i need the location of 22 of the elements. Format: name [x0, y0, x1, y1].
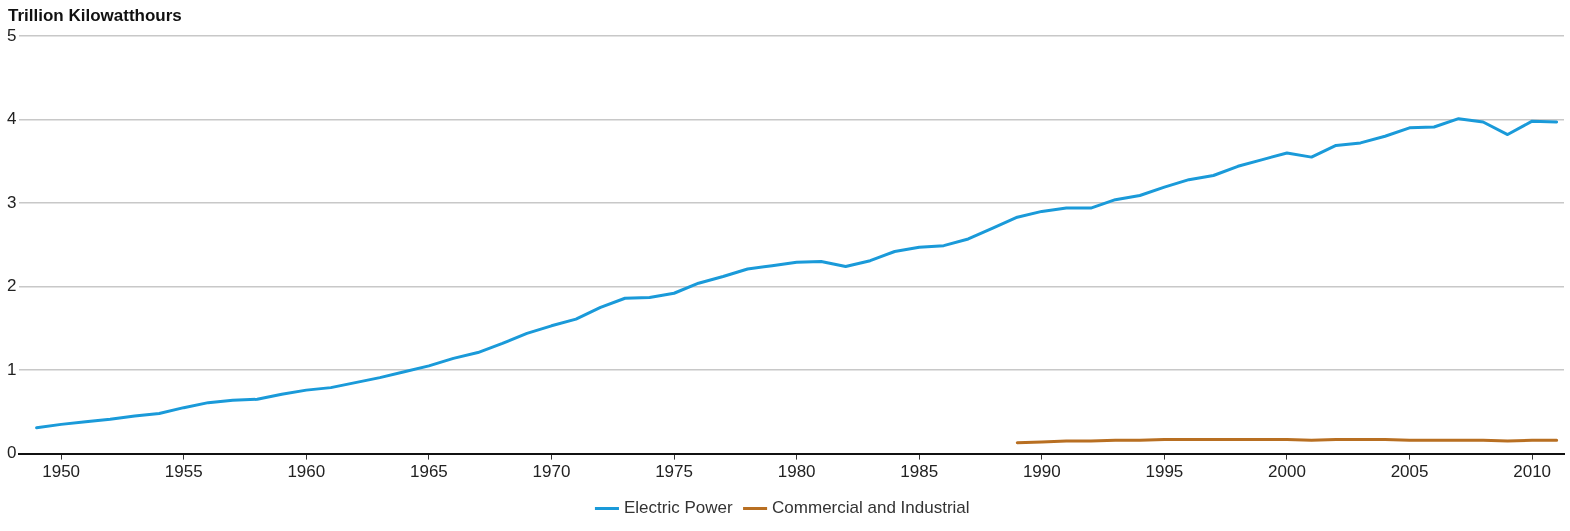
x-tick-label: 2010	[1513, 462, 1552, 482]
x-tick-label: 1950	[42, 462, 81, 482]
y-tick-label: 5	[6, 25, 17, 45]
legend-label: Electric Power	[623, 498, 733, 518]
x-tick-label: 1955	[164, 462, 203, 482]
y-tick-label: 3	[6, 192, 17, 212]
x-tick-label: 1970	[532, 462, 571, 482]
x-tick-label: 1995	[1145, 462, 1184, 482]
x-tick-label: 1990	[1022, 462, 1061, 482]
x-tick-label: 1975	[655, 462, 693, 482]
y-tick-label: 4	[6, 109, 17, 129]
x-tick-label: 1960	[287, 462, 326, 482]
y-tick-label: 0	[6, 443, 17, 463]
legend-label: Commercial and Industrial	[772, 498, 970, 518]
x-tick-label: 1985	[900, 462, 939, 482]
y-axis-title: Trillion Kilowatthours	[8, 6, 182, 26]
x-tick-label: 2000	[1268, 462, 1306, 482]
x-tick-label: 1980	[777, 462, 816, 482]
x-tick-label: 2005	[1390, 462, 1429, 482]
x-tick-label: 1965	[409, 462, 448, 482]
y-tick-label: 2	[6, 276, 17, 296]
y-tick-label: 1	[6, 359, 17, 379]
